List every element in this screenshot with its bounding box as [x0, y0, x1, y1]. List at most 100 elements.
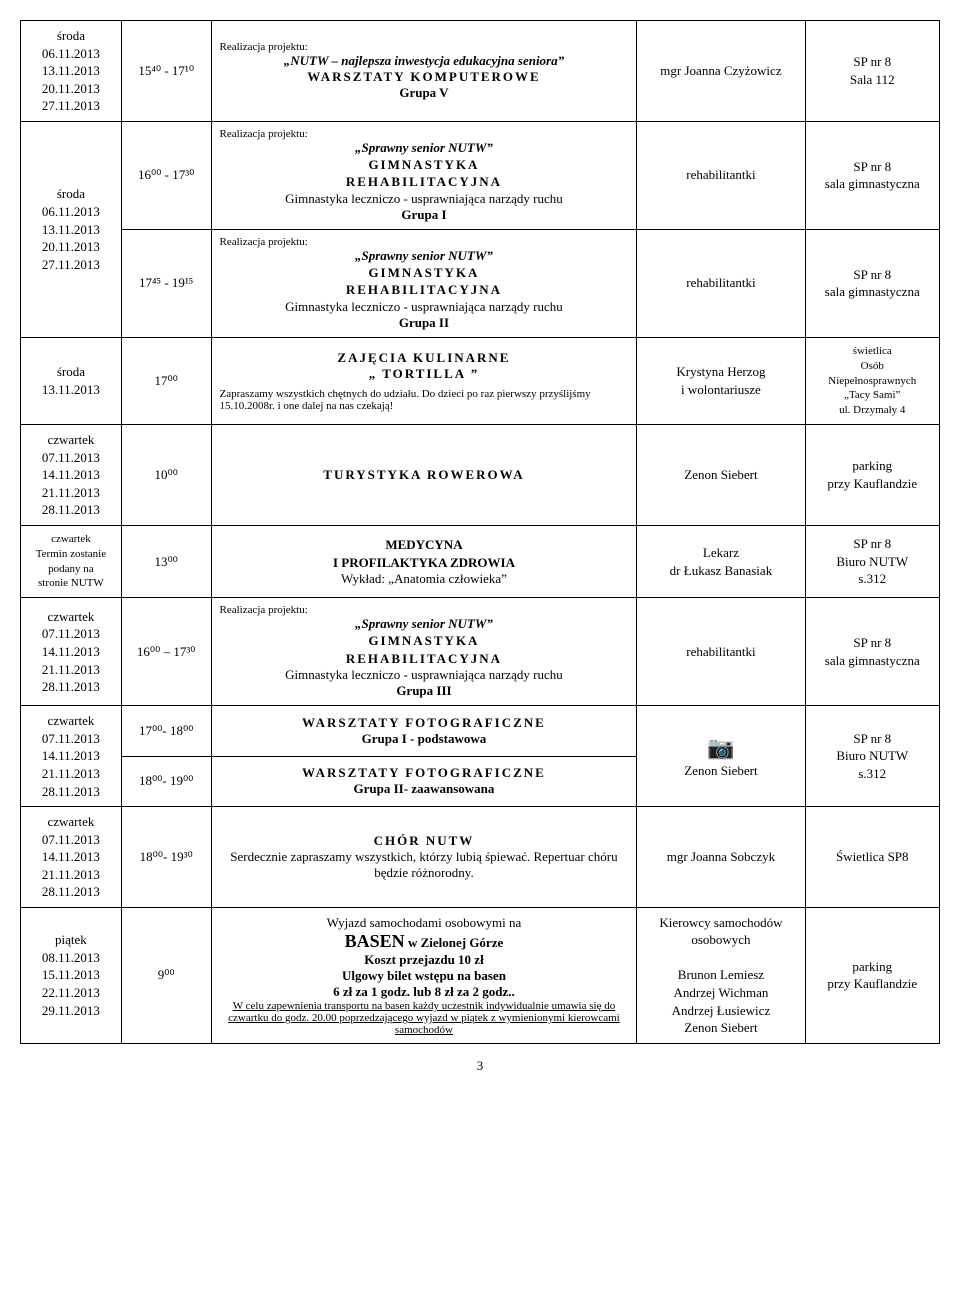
- desc-line: Gimnastyka leczniczo - usprawniająca nar…: [220, 299, 629, 315]
- schedule-table: środa06.11.201313.11.201320.11.201327.11…: [20, 20, 940, 1044]
- proj-label: Realizacja projektu:: [220, 41, 629, 53]
- activity-title: GIMNASTYKAREHABILITACYJNA: [220, 156, 629, 191]
- desc-cell: WARSZTATY FOTOGRAFICZNE Grupa II- zaawan…: [211, 756, 637, 806]
- desc-line: Serdecznie zapraszamy wszystkich, którzy…: [220, 849, 629, 881]
- table-row: czwartek07.11.201314.11.201321.11.201328…: [21, 425, 940, 526]
- desc-line: Gimnastyka leczniczo - usprawniająca nar…: [220, 667, 629, 683]
- activity-title: WARSZTATY FOTOGRAFICZNE: [220, 765, 629, 781]
- page-number: 3: [20, 1058, 940, 1074]
- time-cell: 10⁰⁰: [121, 425, 211, 526]
- activity-title: MEDYCYNAI PROFILAKTYKA ZDROWIA: [220, 536, 629, 571]
- table-row: czwartek07.11.201314.11.201321.11.201328…: [21, 598, 940, 706]
- date-cell: środa06.11.201313.11.201320.11.201327.11…: [21, 21, 122, 122]
- desc-line: Gimnastyka leczniczo - usprawniająca nar…: [220, 191, 629, 207]
- person-cell: Lekarzdr Łukasz Banasiak: [637, 525, 805, 597]
- table-row: czwartekTermin zostaniepodany nastronie …: [21, 525, 940, 597]
- desc-cell: Realizacja projektu: „Sprawny senior NUT…: [211, 229, 637, 337]
- activity-title: GIMNASTYKAREHABILITACYJNA: [220, 632, 629, 667]
- group-label: Grupa II: [220, 315, 629, 331]
- activity-title: GIMNASTYKAREHABILITACYJNA: [220, 264, 629, 299]
- place-cell: SP nr 8 sala gimnastyczna: [805, 598, 940, 706]
- basen-title: BASEN w Zielonej Górze: [220, 931, 629, 952]
- proj-title: „Sprawny senior NUTW”: [220, 140, 629, 156]
- time-cell: 18⁰⁰- 19⁰⁰: [121, 756, 211, 806]
- place-cell: świetlicaOsóbNiepełnosprawnych„Tacy Sami…: [805, 337, 940, 424]
- place-cell: parkingprzy Kauflandzie: [805, 425, 940, 526]
- desc-line: Koszt przejazdu 10 zł: [220, 952, 629, 968]
- place-line: Sala 112: [850, 72, 895, 87]
- activity-title: ZAJĘCIA KULINARNE: [220, 350, 629, 366]
- place-cell: SP nr 8Biuro NUTWs.312: [805, 706, 940, 807]
- camera-icon: 📷: [645, 733, 796, 763]
- person-cell: rehabilitantki: [637, 229, 805, 337]
- activity-subtitle: „ TORTILLA ”: [220, 366, 629, 382]
- date-cell: czwartekTermin zostaniepodany nastronie …: [21, 525, 122, 597]
- desc-cell: Realizacja projektu: „Sprawny senior NUT…: [211, 598, 637, 706]
- date-cell: czwartek07.11.201314.11.201321.11.201328…: [21, 425, 122, 526]
- place-cell: SP nr 8 sala gimnastyczna: [805, 121, 940, 229]
- group-label: Grupa V: [220, 85, 629, 101]
- table-row: czwartek07.11.201314.11.201321.11.201328…: [21, 807, 940, 908]
- place-line: SP nr 8: [853, 635, 891, 650]
- table-row: środa13.11.2013 17⁰⁰ ZAJĘCIA KULINARNE „…: [21, 337, 940, 424]
- table-row: piątek08.11.201315.11.201322.11.201329.1…: [21, 907, 940, 1043]
- date-cell: środa06.11.201313.11.201320.11.201327.11…: [21, 121, 122, 337]
- time-cell: 15⁴⁰ - 17¹⁰: [121, 21, 211, 122]
- desc-cell: Realizacja projektu: „NUTW – najlepsza i…: [211, 21, 637, 122]
- desc-line: Wyjazd samochodami osobowymi na: [220, 915, 629, 931]
- date-cell: czwartek07.11.201314.11.201321.11.201328…: [21, 598, 122, 706]
- place-line: SP nr 8: [853, 267, 891, 282]
- desc-cell: MEDYCYNAI PROFILAKTYKA ZDROWIA Wykład: „…: [211, 525, 637, 597]
- place-cell: parkingprzy Kauflandzie: [805, 907, 940, 1043]
- proj-label: Realizacja projektu:: [220, 236, 629, 248]
- desc-note: W celu zapewnienia transportu na basen k…: [220, 1000, 629, 1036]
- person-cell: mgr Joanna Sobczyk: [637, 807, 805, 908]
- proj-label: Realizacja projektu:: [220, 604, 629, 616]
- person-cell: rehabilitantki: [637, 121, 805, 229]
- person-cell: mgr Joanna Czyżowicz: [637, 21, 805, 122]
- desc-cell: WARSZTATY FOTOGRAFICZNE Grupa I - podsta…: [211, 706, 637, 756]
- desc-cell: Realizacja projektu: „Sprawny senior NUT…: [211, 121, 637, 229]
- time-cell: 17⁰⁰: [121, 337, 211, 424]
- date-cell: czwartek07.11.201314.11.201321.11.201328…: [21, 807, 122, 908]
- activity-title: TURYSTYKA ROWEROWA: [220, 467, 629, 483]
- date-cell: piątek08.11.201315.11.201322.11.201329.1…: [21, 907, 122, 1043]
- activity-title: WARSZTATY FOTOGRAFICZNE: [220, 715, 629, 731]
- time-cell: 16⁰⁰ - 17³⁰: [121, 121, 211, 229]
- place-line: SP nr 8: [853, 159, 891, 174]
- time-cell: 13⁰⁰: [121, 525, 211, 597]
- person-name: Zenon Siebert: [645, 762, 796, 780]
- time-cell: 17⁰⁰- 18⁰⁰: [121, 706, 211, 756]
- proj-title: „NUTW – najlepsza inwestycja edukacyjna …: [220, 53, 629, 69]
- person-cell: Kierowcy samochodówosobowychBrunon Lemie…: [637, 907, 805, 1043]
- proj-label: Realizacja projektu:: [220, 128, 629, 140]
- time-cell: 18⁰⁰- 19³⁰: [121, 807, 211, 908]
- person-cell: Krystyna Herzogi wolontariusze: [637, 337, 805, 424]
- desc-cell: Wyjazd samochodami osobowymi na BASEN w …: [211, 907, 637, 1043]
- date-cell: środa13.11.2013: [21, 337, 122, 424]
- place-cell: Świetlica SP8: [805, 807, 940, 908]
- time-cell: 9⁰⁰: [121, 907, 211, 1043]
- table-row: środa06.11.201313.11.201320.11.201327.11…: [21, 121, 940, 229]
- place-line: sala gimnastyczna: [825, 176, 920, 191]
- basen-in: w Zielonej Górze: [405, 935, 504, 950]
- desc-cell: TURYSTYKA ROWEROWA: [211, 425, 637, 526]
- group-label: Grupa II- zaawansowana: [220, 781, 629, 797]
- place-cell: SP nr 8Biuro NUTWs.312: [805, 525, 940, 597]
- desc-line: Wykład: „Anatomia człowieka”: [220, 571, 629, 587]
- basen-word: BASEN: [345, 931, 405, 951]
- table-row: 17⁴⁵ - 19¹⁵ Realizacja projektu: „Sprawn…: [21, 229, 940, 337]
- desc-line: Ulgowy bilet wstępu na basen: [220, 968, 629, 984]
- desc-note: Zapraszamy wszystkich chętnych do udział…: [220, 388, 629, 412]
- desc-cell: CHÓR NUTW Serdecznie zapraszamy wszystki…: [211, 807, 637, 908]
- time-cell: 16⁰⁰ – 17³⁰: [121, 598, 211, 706]
- place-cell: SP nr 8 Sala 112: [805, 21, 940, 122]
- activity-title: WARSZTATY KOMPUTEROWE: [220, 69, 629, 85]
- table-row: czwartek07.11.201314.11.201321.11.201328…: [21, 706, 940, 756]
- desc-cell: ZAJĘCIA KULINARNE „ TORTILLA ” Zapraszam…: [211, 337, 637, 424]
- table-row: środa06.11.201313.11.201320.11.201327.11…: [21, 21, 940, 122]
- place-cell: SP nr 8 sala gimnastyczna: [805, 229, 940, 337]
- group-label: Grupa I: [220, 207, 629, 223]
- place-line: sala gimnastyczna: [825, 653, 920, 668]
- group-label: Grupa III: [220, 683, 629, 699]
